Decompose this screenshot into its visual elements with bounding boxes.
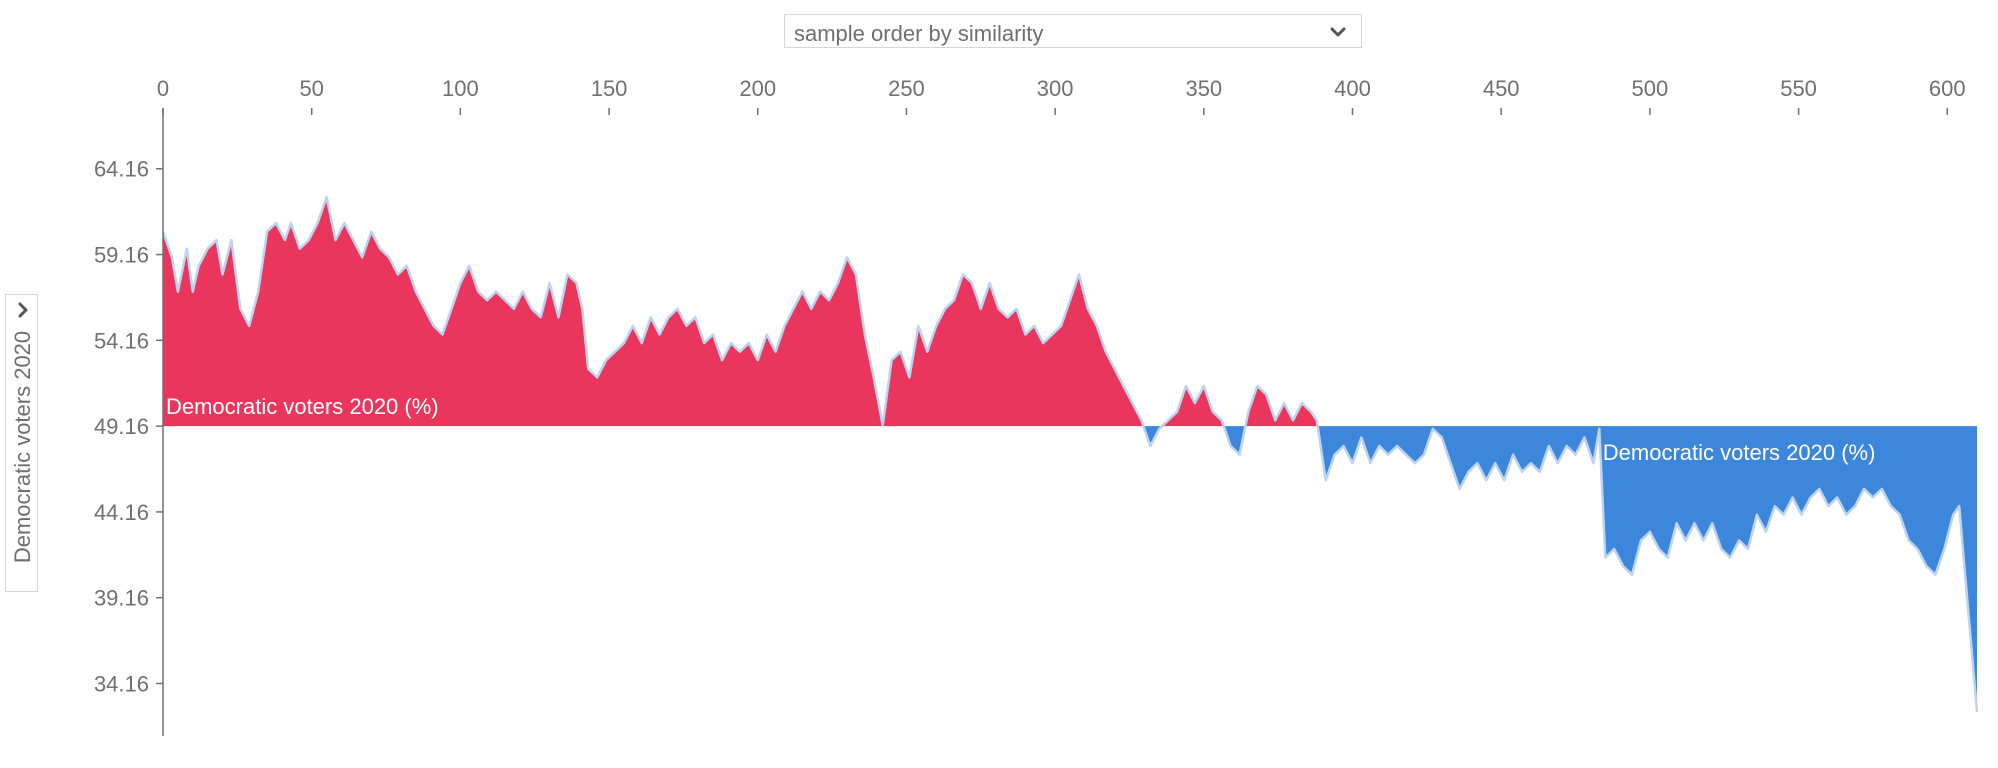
x-tick-label: 200: [739, 76, 776, 101]
y-tick-label: 44.16: [94, 500, 149, 525]
x-tick-label: 50: [299, 76, 323, 101]
x-tick-label: 250: [888, 76, 925, 101]
area-above-baseline: [163, 197, 1144, 427]
y-variable-selector[interactable]: Democratic voters 2020: [5, 294, 38, 592]
area-above-baseline: [1162, 386, 1224, 427]
x-tick-label: 0: [157, 76, 169, 101]
series-label-above: Democratic voters 2020 (%): [166, 394, 439, 419]
series-label-layer: Democratic voters 2020 (%) Democratic vot…: [166, 394, 1875, 465]
sample-order-select[interactable]: sample order by similarity: [784, 14, 1362, 48]
y-tick-label: 54.16: [94, 328, 149, 353]
x-tick-label: 500: [1632, 76, 1669, 101]
y-tick-label: 59.16: [94, 243, 149, 268]
axes-layer: 0 50 100 150 200 250 300 350 400 450 500 550 600 64.1…: [94, 76, 1966, 736]
curve-outline: [161, 195, 1979, 713]
y-tick-label: 39.16: [94, 586, 149, 611]
y-tick-label: 49.16: [94, 414, 149, 439]
x-tick-label: 600: [1929, 76, 1966, 101]
area-layer: [161, 195, 1979, 713]
x-tick-label: 400: [1334, 76, 1371, 101]
chevron-right-icon: [18, 302, 28, 318]
x-tick-label: 450: [1483, 76, 1520, 101]
x-tick-label: 100: [442, 76, 479, 101]
y-tick-label: 34.16: [94, 671, 149, 696]
x-tick-label: 350: [1185, 76, 1222, 101]
area-above-baseline: [1245, 386, 1318, 427]
x-tick-label: 300: [1037, 76, 1074, 101]
area-below-baseline: [1317, 426, 1977, 712]
y-tick-label: 64.16: [94, 157, 149, 182]
x-tick-label: 150: [591, 76, 628, 101]
chevron-down-icon: [1330, 27, 1346, 37]
sample-order-select-value: sample order by similarity: [794, 21, 1044, 46]
series-label-below: Democratic voters 2020 (%): [1603, 440, 1876, 465]
x-tick-label: 550: [1780, 76, 1817, 101]
